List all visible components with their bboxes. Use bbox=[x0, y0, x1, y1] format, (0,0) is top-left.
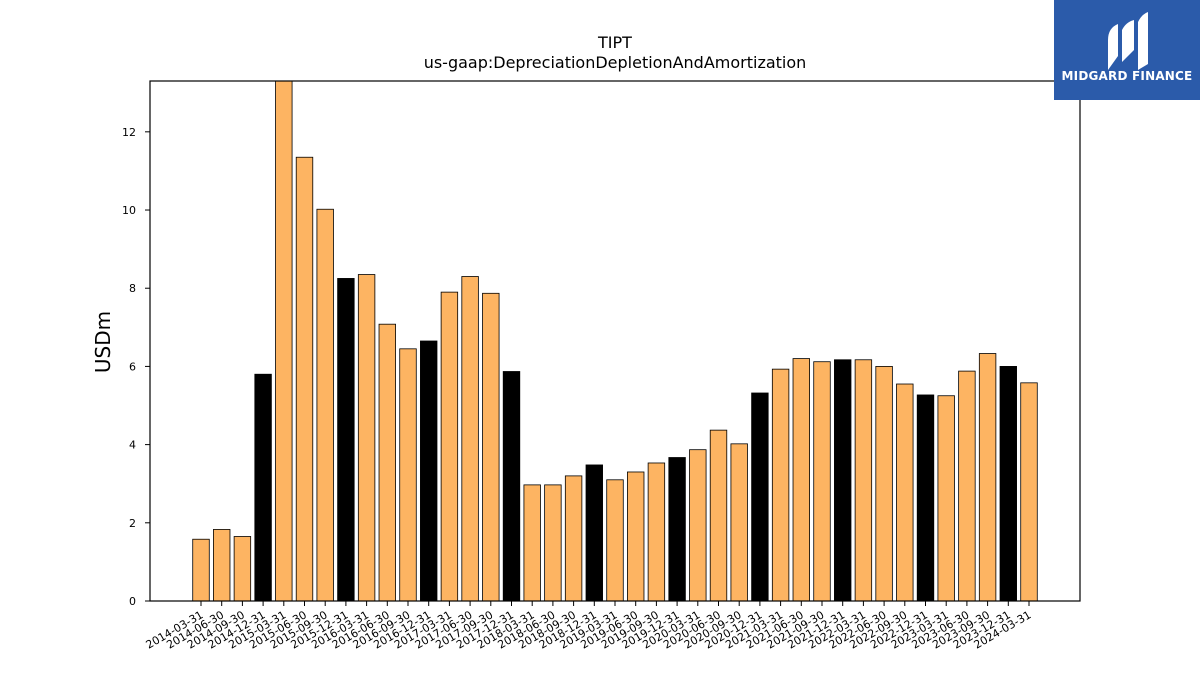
bar-2020-09-30 bbox=[730, 443, 748, 602]
bar-2018-09-30 bbox=[564, 475, 583, 602]
midgard-logo-icon bbox=[1108, 12, 1148, 70]
y-tick-label: 6 bbox=[129, 360, 136, 373]
bar-2016-06-30 bbox=[378, 323, 396, 602]
logo: MIDGARD FINANCE bbox=[1054, 0, 1200, 100]
bar-2020-12-31 bbox=[751, 392, 769, 602]
bar-2014-06-30 bbox=[213, 529, 231, 602]
bar-2023-12-31 bbox=[999, 366, 1017, 602]
y-tick-label: 0 bbox=[129, 595, 136, 608]
bar-2017-06-30 bbox=[461, 276, 479, 602]
y-ticks-group: 0 2 4 6 8 10 12 bbox=[122, 126, 150, 608]
bar-2019-09-30 bbox=[647, 462, 666, 602]
bar-2023-03-31 bbox=[937, 395, 955, 602]
bar-2019-12-31 bbox=[668, 457, 686, 602]
bar-2020-03-31 bbox=[689, 449, 707, 602]
bar-2023-06-30 bbox=[958, 370, 976, 602]
bar-2021-06-30 bbox=[792, 358, 810, 602]
bar-2017-12-31 bbox=[502, 371, 521, 602]
chart-title: TIPT bbox=[597, 33, 632, 52]
bar-2022-12-31 bbox=[916, 394, 935, 602]
logo-text: MIDGARD FINANCE bbox=[1062, 69, 1193, 83]
bars-group bbox=[192, 80, 1038, 602]
bar-2022-09-30 bbox=[896, 383, 914, 602]
bar-2020-06-30 bbox=[709, 429, 728, 602]
bar-2015-03-31 bbox=[275, 80, 293, 602]
bar-2015-09-30 bbox=[316, 208, 334, 602]
x-ticks-group: 2014-03-312014-06-302014-09-302014-12-31… bbox=[144, 601, 1034, 652]
chart-subtitle: us-gaap:DepreciationDepletionAndAmortiza… bbox=[424, 53, 807, 72]
bar-2024-03-31 bbox=[1020, 382, 1038, 602]
bar-2014-12-31 bbox=[254, 373, 272, 602]
bar-2021-03-31 bbox=[771, 368, 790, 602]
plot-frame bbox=[149, 80, 1081, 602]
y-tick-label: 10 bbox=[122, 204, 136, 217]
bar-2014-09-30 bbox=[233, 536, 252, 602]
bar-2015-06-30 bbox=[295, 156, 314, 602]
bar-2015-12-31 bbox=[337, 278, 355, 602]
bar-2019-03-31 bbox=[606, 479, 624, 602]
bar-2022-03-31 bbox=[854, 359, 873, 602]
bar-2023-09-30 bbox=[978, 353, 997, 602]
bar-2021-12-31 bbox=[834, 359, 852, 602]
y-tick-label: 12 bbox=[122, 126, 136, 139]
bar-2018-12-31 bbox=[585, 464, 603, 602]
y-tick-label: 2 bbox=[129, 517, 136, 530]
bar-2018-03-31 bbox=[523, 484, 541, 602]
bar-2016-12-31 bbox=[420, 340, 438, 602]
bar-2021-09-30 bbox=[813, 361, 831, 602]
bar-2022-06-30 bbox=[875, 366, 893, 602]
bar-2019-06-30 bbox=[627, 471, 645, 602]
bar-2016-03-31 bbox=[357, 274, 376, 602]
bar-2014-03-31 bbox=[192, 538, 210, 602]
y-axis-label: USDm bbox=[91, 311, 115, 373]
bar-2016-09-30 bbox=[399, 348, 417, 602]
bar-2018-06-30 bbox=[544, 484, 562, 602]
y-tick-label: 8 bbox=[129, 282, 136, 295]
bar-2017-03-31 bbox=[440, 291, 459, 602]
bar-2017-09-30 bbox=[482, 292, 500, 602]
y-tick-label: 4 bbox=[129, 439, 136, 452]
